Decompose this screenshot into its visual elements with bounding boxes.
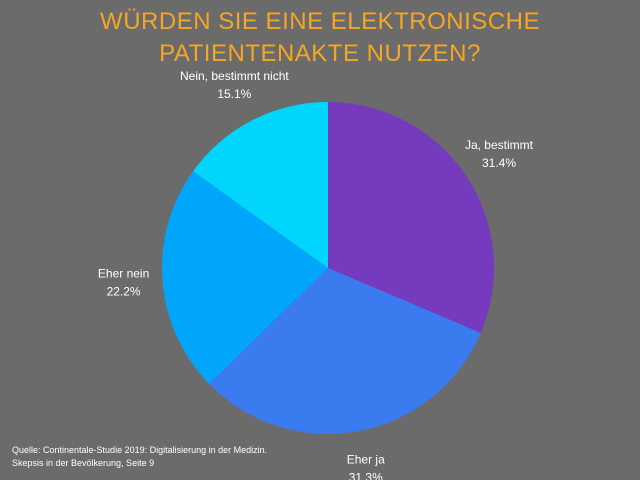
source-line: Skepsis in der Bevölkerung, Seite 9 (12, 458, 155, 468)
pie-slice (209, 268, 481, 434)
slice-label: Nein, bestimmt nicht (180, 69, 289, 83)
pie-slice (162, 171, 328, 384)
value-label: 31.3% (349, 471, 383, 480)
value-label: 22.2% (107, 285, 141, 299)
value-label: 15.1% (217, 87, 251, 101)
source-line: Quelle: Continentale-Studie 2019: Digita… (12, 445, 268, 455)
slice-label: Eher nein (98, 267, 149, 281)
source-note: Quelle: Continentale-Studie 2019: Digita… (12, 444, 267, 470)
value-label: 31.4% (482, 156, 516, 170)
slice-label: Ja, bestimmt (465, 138, 534, 152)
pie-slice (193, 102, 328, 268)
pie-slice (328, 102, 494, 333)
chart-title: WÜRDEN SIE EINE ELEKTRONISCHE PATIENTENA… (100, 8, 540, 67)
slice-label: Eher ja (347, 453, 385, 467)
